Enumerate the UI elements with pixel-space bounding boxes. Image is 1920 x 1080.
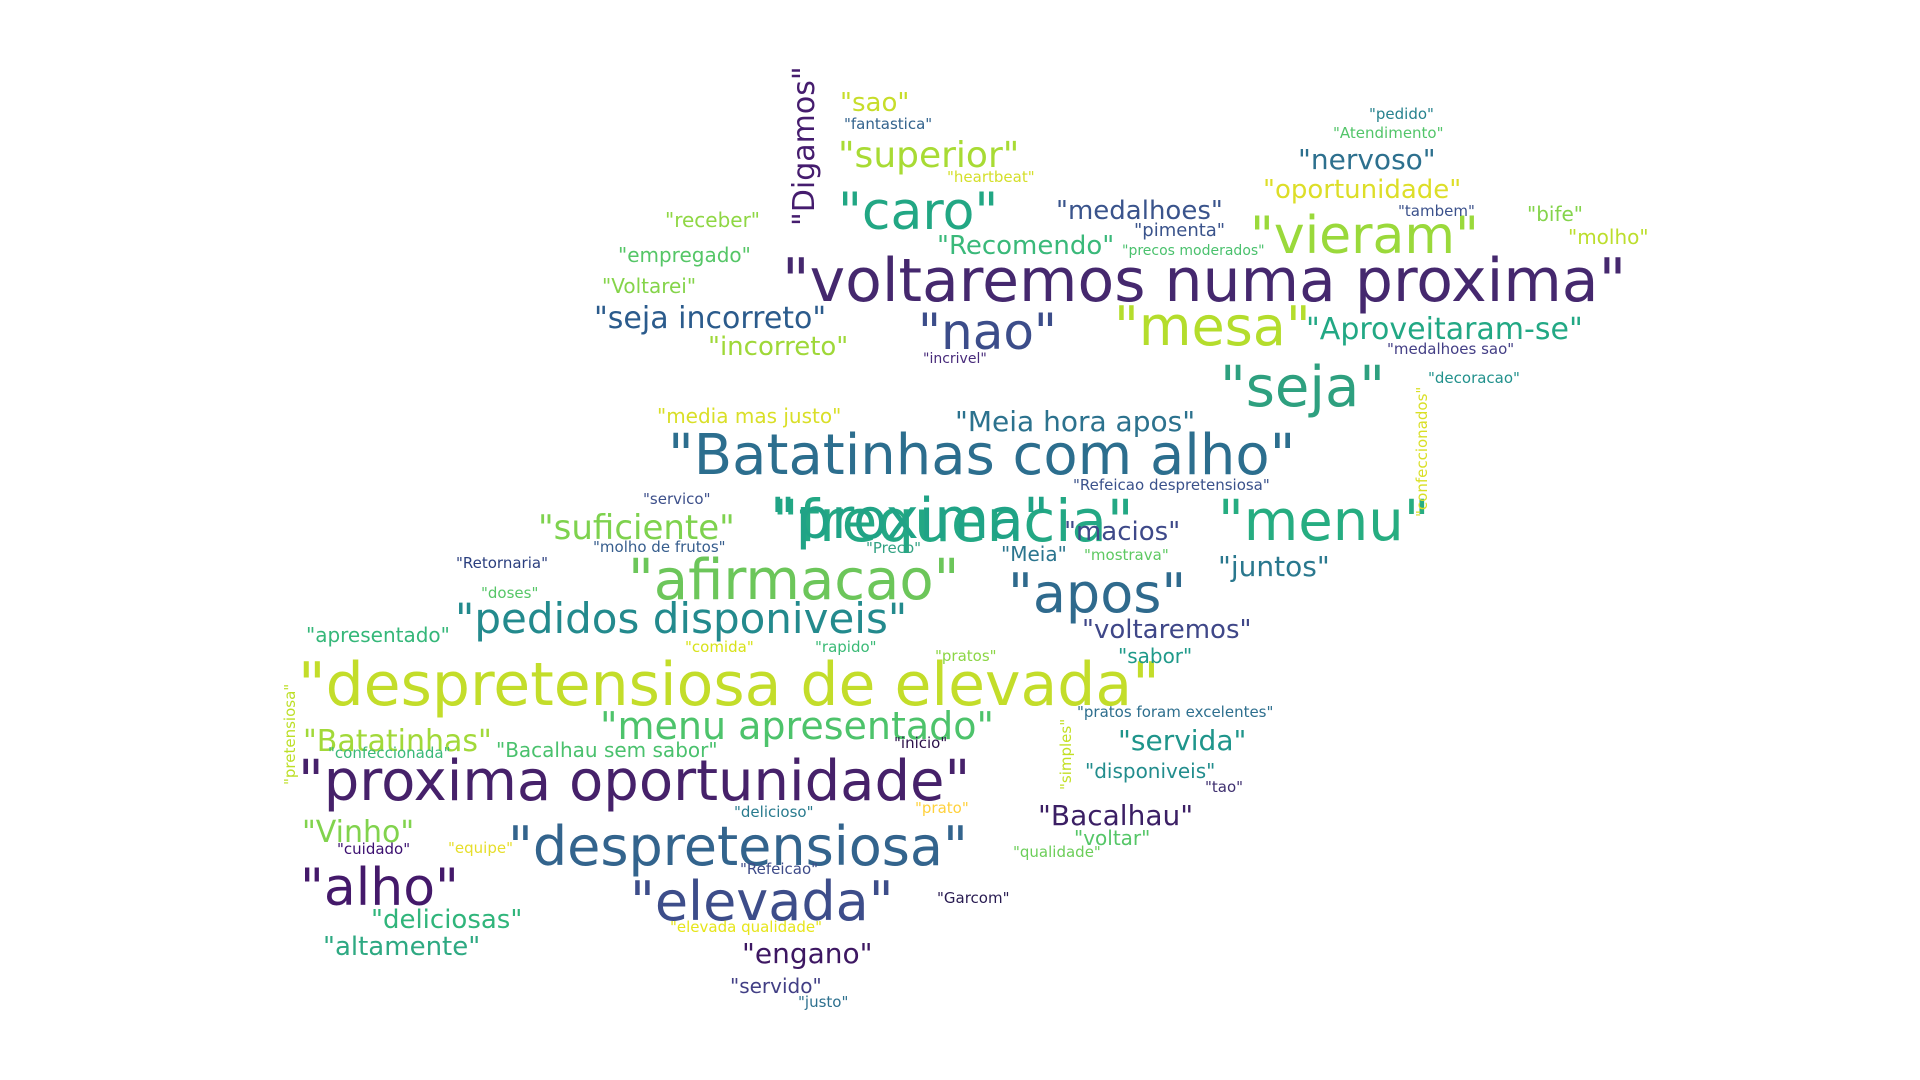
cloud-word: "pedido" [1369,105,1434,123]
cloud-word: "pimenta" [1134,220,1226,241]
cloud-word: "incorreto" [708,332,849,362]
cloud-word: "altamente" [323,932,481,962]
cloud-word: "juntos" [1218,550,1330,583]
cloud-word: "superior" [838,135,1020,176]
cloud-word: "bife" [1527,202,1583,226]
cloud-word: "sao" [840,88,910,118]
cloud-word: "servico" [643,490,711,508]
cloud-word: "afirmacao" [628,548,960,613]
cloud-word: "proxima" [770,487,1049,552]
cloud-word: "Batatinhas" [303,724,492,759]
cloud-word: "molho" [1568,225,1649,249]
cloud-word: "frequencia" [772,487,1134,555]
cloud-word: "Aproveitaram-se" [1306,312,1583,347]
cloud-word: "nervoso" [1298,143,1436,176]
cloud-word: "confeccionados" [1413,386,1431,517]
cloud-word: "tao" [1205,778,1244,796]
cloud-word: "media mas justo" [657,404,842,428]
cloud-word: "servida" [1118,724,1247,757]
cloud-word: "oportunidade" [1263,175,1462,205]
cloud-word: "Vinho" [302,815,415,850]
cloud-word: "Recomendo" [937,231,1115,261]
cloud-word: "voltaremos numa proxima" [782,246,1627,316]
cloud-word: "equipe" [448,839,513,857]
cloud-word: "heartbeat" [947,168,1035,186]
cloud-word: "macios" [1064,517,1181,547]
cloud-word: "Bacalhau sem sabor" [496,738,718,762]
cloud-word: "apresentado" [306,623,450,647]
cloud-word: "seja incorreto" [594,301,827,336]
cloud-word: "justo" [798,993,849,1011]
cloud-word: "seja" [1220,355,1386,420]
cloud-word: "disponiveis" [1085,759,1216,783]
cloud-word: "Batatinhas com alho" [668,423,1296,488]
cloud-word: "mostrava" [1084,546,1169,564]
cloud-word: "Digamos" [787,66,822,226]
cloud-word: "empregado" [618,243,751,267]
cloud-word: "Garcom" [937,889,1010,907]
cloud-word: "doses" [481,584,539,602]
cloud-word: "Bacalhau" [1038,799,1194,832]
cloud-word: "rapido" [815,638,877,656]
cloud-word: "voltar" [1074,826,1151,850]
cloud-word: "decoracao" [1428,369,1520,387]
cloud-word: "Atendimento" [1333,124,1444,142]
cloud-word: "menu" [1218,489,1430,554]
cloud-word: "voltaremos" [1082,615,1252,645]
cloud-word: "prato" [915,799,969,817]
cloud-word: "precos moderados" [1122,243,1265,259]
cloud-word: "nao" [918,303,1057,361]
cloud-word: "Meia" [1001,542,1067,566]
cloud-word: "inicio" [894,734,948,752]
cloud-word: "confeccionada" [328,744,451,762]
cloud-word: "elevada qualidade" [670,918,822,936]
cloud-word: "mesa" [1114,295,1311,358]
cloud-word: "delicioso" [734,803,814,821]
cloud-word: "caro" [838,182,999,242]
cloud-word: "despretensiosa de elevada" [298,650,1160,720]
cloud-word: "comida" [685,638,754,656]
cloud-word: "Voltarei" [602,274,697,298]
cloud-word: "Meia hora apos" [955,405,1196,438]
cloud-word: "medalhoes sao" [1387,340,1515,358]
cloud-word: "pratos" [935,647,997,665]
cloud-word: "pratos foram excelentes" [1077,703,1274,721]
cloud-word: "Refeicao" [740,860,819,878]
cloud-word: "suficiente" [538,508,735,548]
cloud-word: "molho de frutos" [593,538,726,556]
cloud-word: "deliciosas" [371,905,523,935]
cloud-word: "incrivel" [923,351,987,367]
cloud-word: "vieram" [1250,206,1479,266]
cloud-word: "menu apresentado" [600,704,994,748]
cloud-word: "alho" [300,858,459,918]
cloud-word: "receber" [665,208,761,232]
cloud-word: "apos" [1008,562,1187,625]
cloud-word: "servido" [730,974,822,998]
cloud-word: "tambem" [1398,202,1475,220]
cloud-word: "pretensiosa" [281,683,299,785]
cloud-word: "pedidos disponiveis" [455,594,908,643]
cloud-word: "Retornaria" [456,554,548,572]
cloud-word: "sabor" [1118,644,1193,668]
cloud-word: "Refeicao despretensiosa" [1073,476,1270,494]
cloud-word: "despretensiosa" [508,815,968,878]
cloud-word: "simples" [1057,718,1075,790]
cloud-word: "Preco" [866,539,922,557]
cloud-word: "engano" [742,937,873,970]
cloud-word: "cuidado" [337,840,411,858]
cloud-word: "qualidade" [1013,843,1101,861]
cloud-word: "fantastica" [844,115,933,133]
cloud-word: "medalhoes" [1056,196,1223,226]
cloud-word: "elevada" [630,870,894,933]
cloud-word: "proxima oportunidade" [298,749,971,814]
